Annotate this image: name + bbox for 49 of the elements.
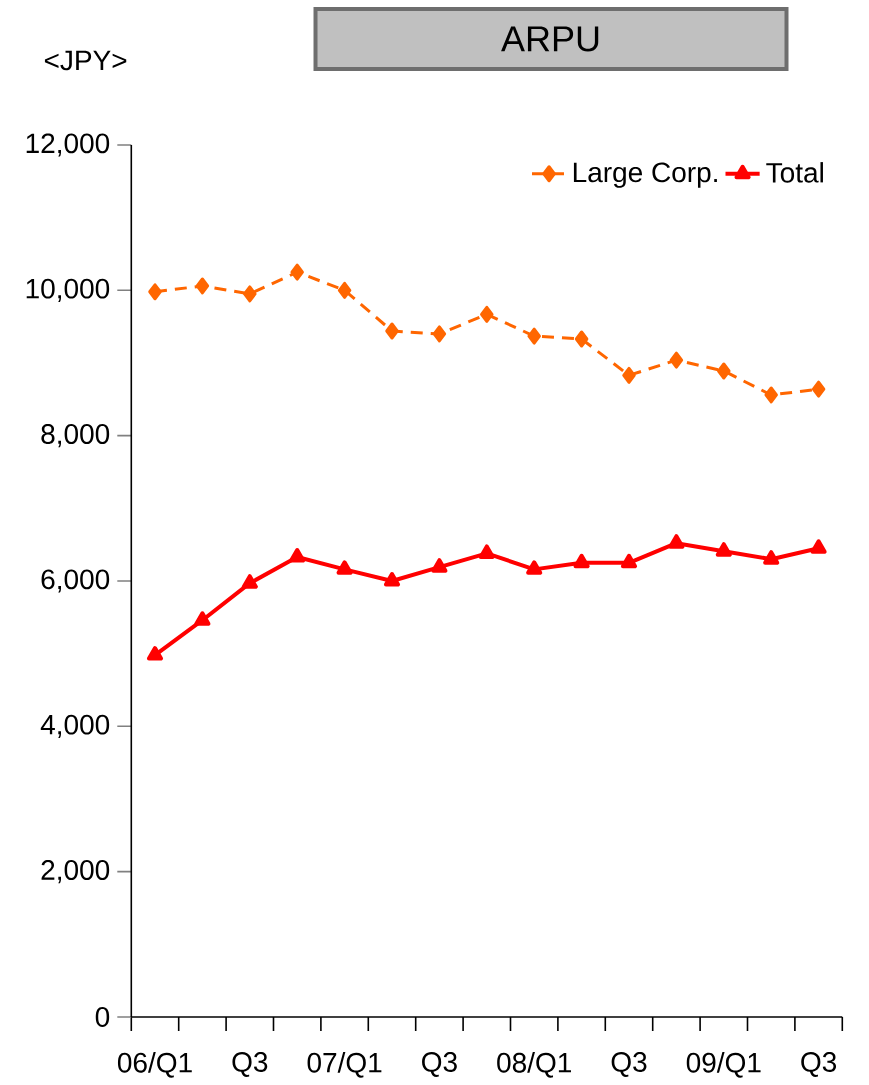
y-tick-label: 10,000 [26,278,110,302]
point [574,330,589,348]
point [148,283,162,301]
point [811,380,826,398]
point [337,281,352,299]
y-tick-label: 12,000 [26,133,110,157]
point [195,277,210,295]
x-tick-label: Q3 [611,1052,647,1077]
point [385,322,399,340]
x-tick-label: Q3 [232,1052,268,1077]
point [478,544,495,559]
y-tick-label: 2,000 [41,860,110,884]
point [194,611,211,626]
point [622,366,636,384]
point [480,305,494,323]
y-tick-label: 6,000 [41,569,110,593]
x-tick-label: 09/Q1 [686,1052,761,1078]
point [764,386,778,404]
legend-label: Large Corp. [573,162,717,188]
y-tick-label: 8,000 [41,424,110,448]
x-tick-label: Q3 [422,1052,457,1077]
point [241,574,258,589]
point [431,558,448,573]
point [383,571,401,587]
y-tick-label: 4,000 [40,714,110,738]
point [432,325,447,343]
x-tick-label: 06/Q1 [117,1052,192,1078]
point [573,553,590,569]
point [527,327,541,345]
point [669,351,684,369]
point [810,539,827,554]
chart-title: ARPU [501,26,599,52]
x-tick-label: 08/Q1 [497,1052,571,1078]
y-axis-title: <JPY> [44,50,127,71]
point [715,542,732,557]
point [146,646,164,661]
point [717,362,731,380]
point [243,285,257,303]
x-tick-label: 07/Q1 [307,1052,382,1078]
point [336,560,353,575]
point [289,548,306,563]
point [763,550,780,565]
x-tick-label: Q3 [801,1052,837,1077]
point [290,263,304,281]
point [620,553,638,569]
point [526,560,543,575]
point [668,534,685,549]
y-tick-label: 0 [95,1007,110,1027]
legend-label: Total [766,162,823,183]
